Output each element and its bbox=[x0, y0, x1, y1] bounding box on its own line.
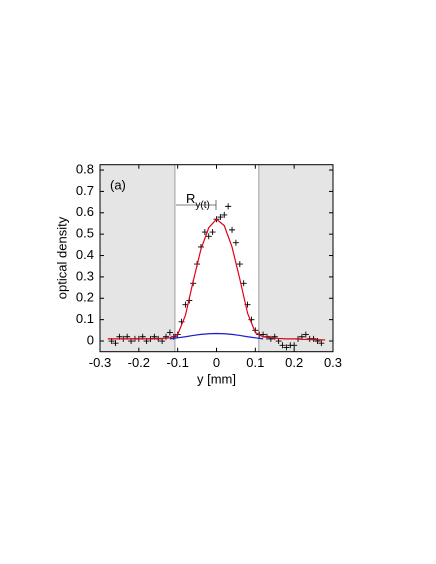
data-point bbox=[232, 239, 239, 246]
data-point bbox=[302, 331, 309, 338]
y-tick-label: 0.3 bbox=[76, 268, 94, 283]
x-tick-label: -0.2 bbox=[128, 355, 150, 370]
panel-label: (a) bbox=[110, 177, 126, 192]
data-point bbox=[310, 335, 317, 342]
data-point bbox=[229, 226, 236, 233]
data-point bbox=[163, 333, 170, 340]
x-axis-label: y [mm] bbox=[197, 371, 236, 386]
annotation-sub: y(t) bbox=[195, 200, 209, 211]
data-point bbox=[205, 233, 212, 240]
x-tick-label: -0.3 bbox=[89, 355, 111, 370]
data-point bbox=[279, 342, 286, 349]
data-point bbox=[267, 335, 274, 342]
data-point bbox=[314, 338, 321, 345]
data-point bbox=[236, 261, 243, 268]
y-tick-label: 0.7 bbox=[76, 183, 94, 198]
y-tick-label: 0.6 bbox=[76, 204, 94, 219]
y-tick-label: 0.8 bbox=[76, 161, 94, 176]
data-point bbox=[318, 340, 325, 347]
y-tick-label: 0.2 bbox=[76, 290, 94, 305]
y-tick-label: 0.4 bbox=[76, 247, 94, 262]
y-tick-label: 0.5 bbox=[76, 226, 94, 241]
x-tick-label: 0 bbox=[213, 355, 220, 370]
y-tick-label: 0.1 bbox=[76, 311, 94, 326]
fit-line bbox=[107, 218, 326, 341]
x-tick-label: 0.3 bbox=[324, 355, 342, 370]
data-point bbox=[291, 342, 298, 349]
data-point bbox=[166, 329, 173, 336]
shaded-region bbox=[258, 164, 333, 352]
x-tick-label: 0.1 bbox=[246, 355, 264, 370]
y-tick-label: 0 bbox=[87, 332, 94, 347]
data-point bbox=[221, 211, 228, 218]
shaded-region bbox=[100, 164, 175, 352]
data-point bbox=[283, 344, 290, 351]
data-point bbox=[271, 333, 278, 340]
fit-line bbox=[169, 332, 264, 340]
data-point bbox=[209, 229, 216, 236]
x-tick-label: 0.2 bbox=[285, 355, 303, 370]
data-point bbox=[217, 214, 224, 221]
data-point bbox=[112, 340, 119, 347]
data-point bbox=[240, 280, 247, 287]
annotation: Ry(t) bbox=[186, 191, 210, 210]
x-tick-label: -0.1 bbox=[166, 355, 188, 370]
y-axis-label: optical density bbox=[54, 216, 69, 299]
data-point bbox=[225, 203, 232, 210]
annotation-main: R bbox=[186, 191, 195, 206]
